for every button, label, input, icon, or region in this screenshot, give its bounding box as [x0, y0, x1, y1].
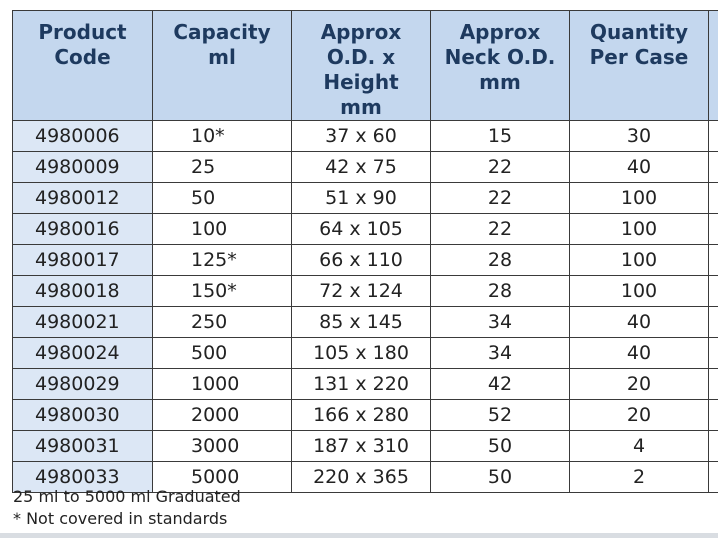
- cell-quantity: 40: [569, 306, 709, 338]
- product-spec-table: Product Code Capacity ml Approx O.D. x H…: [12, 10, 718, 493]
- cell-neck-od: 34: [430, 306, 570, 338]
- cell-od-height: 166 x 280: [291, 399, 431, 431]
- cell-cut-off: [708, 213, 718, 245]
- table-row: 4980006 10* 37 x 60 15 30: [12, 120, 718, 152]
- cell-cut-off: [708, 461, 718, 493]
- cell-od-height: 37 x 60: [291, 120, 431, 152]
- bottom-divider: [0, 533, 718, 538]
- cell-quantity: 100: [569, 275, 709, 307]
- cell-od-height: 64 x 105: [291, 213, 431, 245]
- cell-product-code: 4980029: [12, 368, 153, 400]
- cell-capacity: 3000: [152, 430, 292, 462]
- cell-neck-od: 22: [430, 213, 570, 245]
- cell-od-height: 85 x 145: [291, 306, 431, 338]
- cell-product-code: 4980017: [12, 244, 153, 276]
- cell-cut-off: [708, 306, 718, 338]
- cell-capacity: 100: [152, 213, 292, 245]
- cell-od-height: 220 x 365: [291, 461, 431, 493]
- cell-product-code: 4980012: [12, 182, 153, 214]
- cell-od-height: 187 x 310: [291, 430, 431, 462]
- cell-product-code: 4980030: [12, 399, 153, 431]
- table-row: 4980018 150* 72 x 124 28 100: [12, 275, 718, 307]
- cell-capacity: 2000: [152, 399, 292, 431]
- cell-quantity: 40: [569, 337, 709, 369]
- cell-cut-off: [708, 120, 718, 152]
- cell-capacity: 250: [152, 306, 292, 338]
- cell-capacity: 1000: [152, 368, 292, 400]
- table-row: 4980029 1000 131 x 220 42 20: [12, 368, 718, 400]
- cell-product-code: 4980024: [12, 337, 153, 369]
- cell-od-height: 42 x 75: [291, 151, 431, 183]
- cell-quantity: 30: [569, 120, 709, 152]
- cell-neck-od: 22: [430, 151, 570, 183]
- cell-neck-od: 34: [430, 337, 570, 369]
- cell-capacity: 25: [152, 151, 292, 183]
- cell-neck-od: 52: [430, 399, 570, 431]
- cell-capacity: 50: [152, 182, 292, 214]
- table-header: Product Code Capacity ml Approx O.D. x H…: [12, 10, 718, 121]
- header-quantity-per-case: Quantity Per Case: [569, 10, 709, 121]
- cell-capacity: 500: [152, 337, 292, 369]
- cell-neck-od: 22: [430, 182, 570, 214]
- table-row: 4980030 2000 166 x 280 52 20: [12, 399, 718, 431]
- cell-quantity: 4: [569, 430, 709, 462]
- cell-cut-off: [708, 151, 718, 183]
- table-row: 4980012 50 51 x 90 22 100: [12, 182, 718, 214]
- cell-product-code: 4980031: [12, 430, 153, 462]
- cell-od-height: 72 x 124: [291, 275, 431, 307]
- cell-cut-off: [708, 368, 718, 400]
- table-row: 4980024 500 105 x 180 34 40: [12, 337, 718, 369]
- header-capacity: Capacity ml: [152, 10, 292, 121]
- header-od-height: Approx O.D. x Height mm: [291, 10, 431, 121]
- cell-product-code: 4980016: [12, 213, 153, 245]
- cell-neck-od: 50: [430, 430, 570, 462]
- cell-quantity: 20: [569, 399, 709, 431]
- cell-cut-off: [708, 430, 718, 462]
- cell-capacity: 125*: [152, 244, 292, 276]
- cell-cut-off: [708, 182, 718, 214]
- cell-cut-off: [708, 337, 718, 369]
- cell-od-height: 66 x 110: [291, 244, 431, 276]
- cell-od-height: 131 x 220: [291, 368, 431, 400]
- cell-cut-off: [708, 244, 718, 276]
- cell-quantity: 40: [569, 151, 709, 183]
- cell-cut-off: [708, 399, 718, 431]
- table-row: 4980009 25 42 x 75 22 40: [12, 151, 718, 183]
- cell-capacity: 5000: [152, 461, 292, 493]
- table-row: 4980016 100 64 x 105 22 100: [12, 213, 718, 245]
- header-neck-od: Approx Neck O.D. mm: [430, 10, 570, 121]
- cell-cut-off: [708, 275, 718, 307]
- table-row: 4980031 3000 187 x 310 50 4: [12, 430, 718, 462]
- header-cut-off-column: [708, 10, 718, 121]
- cell-capacity: 150*: [152, 275, 292, 307]
- cell-od-height: 51 x 90: [291, 182, 431, 214]
- cell-product-code: 4980018: [12, 275, 153, 307]
- cell-neck-od: 28: [430, 275, 570, 307]
- table-notes: 25 ml to 5000 ml Graduated * Not covered…: [13, 486, 241, 530]
- cell-quantity: 2: [569, 461, 709, 493]
- cell-od-height: 105 x 180: [291, 337, 431, 369]
- cell-neck-od: 28: [430, 244, 570, 276]
- cell-neck-od: 15: [430, 120, 570, 152]
- header-product-code: Product Code: [12, 10, 153, 121]
- cell-product-code: 4980021: [12, 306, 153, 338]
- cell-product-code: 4980033: [12, 461, 153, 493]
- cell-product-code: 4980009: [12, 151, 153, 183]
- table-row: 4980033 5000 220 x 365 50 2: [12, 461, 718, 493]
- cell-quantity: 20: [569, 368, 709, 400]
- cell-neck-od: 42: [430, 368, 570, 400]
- cell-capacity: 10*: [152, 120, 292, 152]
- cell-product-code: 4980006: [12, 120, 153, 152]
- table-row: 4980021 250 85 x 145 34 40: [12, 306, 718, 338]
- cell-quantity: 100: [569, 213, 709, 245]
- note-graduated: 25 ml to 5000 ml Graduated: [13, 487, 241, 506]
- cell-quantity: 100: [569, 182, 709, 214]
- table-row: 4980017 125* 66 x 110 28 100: [12, 244, 718, 276]
- note-not-covered: * Not covered in standards: [13, 509, 228, 528]
- cell-neck-od: 50: [430, 461, 570, 493]
- cell-quantity: 100: [569, 244, 709, 276]
- header-row: Product Code Capacity ml Approx O.D. x H…: [12, 10, 718, 121]
- table-body: 4980006 10* 37 x 60 15 30 4980009 25 42 x 75 22 4…: [12, 120, 718, 493]
